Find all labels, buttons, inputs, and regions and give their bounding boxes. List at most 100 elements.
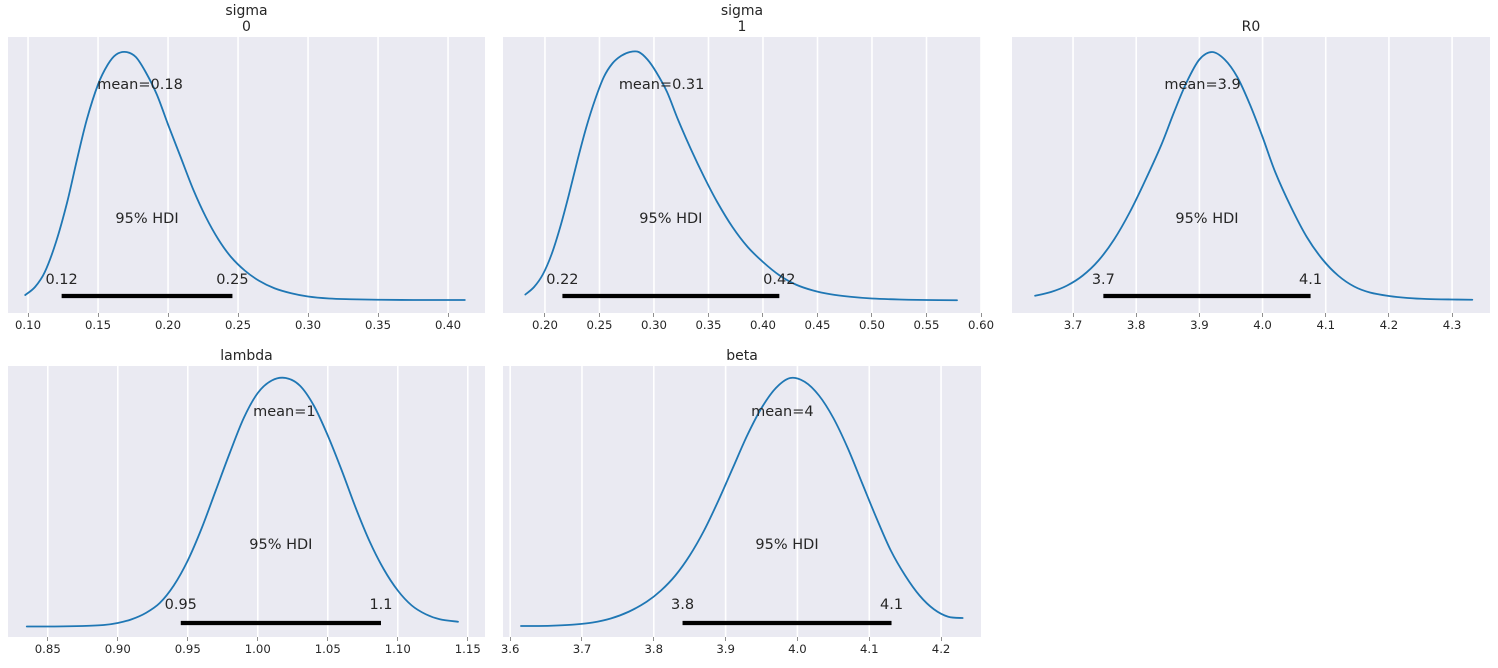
tick-mark: [1072, 313, 1074, 317]
hdi-annotation: 95% HDI: [1175, 211, 1238, 227]
subplot-lambda: lambda mean=1 95% HDI 0.95 1.1 0.85 0.90 0.95 1.…: [8, 329, 485, 661]
hdi-lower-label: 0.22: [546, 272, 578, 288]
hdi-lower-label: 3.8: [671, 597, 694, 613]
tick-label: 3.7: [572, 642, 592, 656]
mean-annotation: mean=4: [751, 404, 814, 420]
tick-mark: [377, 313, 379, 317]
hdi-lower-label: 0.95: [165, 597, 197, 613]
tick-label: 3.9: [716, 642, 735, 656]
hdi-upper-label: 4.1: [1299, 272, 1322, 288]
tick-label: 0.55: [913, 318, 940, 332]
tick-label: 4.1: [1316, 318, 1336, 332]
subplot-title-line: R0: [1241, 19, 1261, 35]
subplot-beta: beta mean=4 95% HDI 3.8 4.1 3.6 3.7 3.8 3.9 4.0 4.…: [500, 329, 981, 661]
posterior-plot-lambda: mean=1 95% HDI 0.95 1.1: [8, 366, 485, 637]
hdi-annotation: 95% HDI: [755, 537, 818, 553]
tick-label: 1.15: [454, 642, 481, 656]
tick-mark: [1388, 313, 1390, 317]
hdi-annotation: 95% HDI: [249, 537, 312, 553]
hdi-lower-label: 0.12: [45, 272, 77, 288]
tick-mark: [307, 313, 309, 317]
tick-mark: [509, 637, 511, 641]
posterior-plot-sigma-0: mean=0.18 95% HDI 0.12 0.25: [8, 37, 485, 313]
subplot-r0: R0 mean=3.9 95% HDI 3.7 4.1 3.7 3.8 3.9 4.0 4.1 4.…: [1012, 0, 1490, 337]
tick-label: 0.20: [531, 318, 558, 332]
subplot-title-line: sigma: [720, 3, 764, 19]
axes-background: [1012, 37, 1490, 313]
tick-label: 0.90: [104, 642, 131, 656]
tick-mark: [117, 637, 119, 641]
kde-curve: [25, 376, 459, 628]
tick-mark: [1198, 313, 1200, 317]
tick-mark: [725, 637, 727, 641]
hdi-upper-label: 4.1: [880, 597, 903, 613]
tick-label: 4.3: [1442, 318, 1462, 332]
tick-label: 1.05: [314, 642, 341, 656]
mean-annotation: mean=0.31: [619, 77, 705, 93]
tick-label: 0.35: [365, 318, 392, 332]
posterior-plot-sigma-1: mean=0.31 95% HDI 0.22 0.42: [503, 37, 981, 313]
tick-label: 0.60: [967, 318, 995, 332]
mean-annotation: mean=3.9: [1164, 77, 1240, 93]
axes-background: [8, 366, 485, 637]
tick-mark: [980, 313, 982, 317]
tick-label: 0.95: [174, 642, 201, 656]
x-axis-ticks: 0.10 0.15 0.20 0.25 0.30 0.35 0.40: [8, 313, 485, 337]
tick-mark: [940, 637, 942, 641]
tick-label: 0.30: [295, 318, 322, 332]
subplot-title: R0: [1012, 0, 1490, 37]
subplot-title-line: 0: [242, 19, 251, 35]
tick-label: 0.10: [15, 318, 42, 332]
tick-mark: [868, 637, 870, 641]
tick-label: 0.25: [225, 318, 252, 332]
tick-mark: [762, 313, 764, 317]
tick-mark: [1451, 313, 1453, 317]
tick-mark: [97, 313, 99, 317]
tick-label: 3.6: [500, 642, 520, 656]
tick-label: 4.2: [1379, 318, 1399, 332]
tick-mark: [187, 637, 189, 641]
axes-background: [503, 37, 981, 313]
hdi-lower-label: 3.7: [1092, 272, 1115, 288]
x-axis-ticks: 0.20 0.25 0.30 0.35 0.40 0.45 0.50 0.55 0.60: [503, 313, 994, 337]
tick-label: 0.40: [749, 318, 776, 332]
kde-curve: [520, 376, 964, 627]
tick-mark: [653, 637, 655, 641]
tick-mark: [653, 313, 655, 317]
tick-label: 3.9: [1190, 318, 1209, 332]
subplot-title-line: 1: [737, 19, 747, 35]
tick-mark: [27, 313, 29, 317]
tick-mark: [1135, 313, 1137, 317]
tick-label: 4.2: [931, 642, 951, 656]
subplot-title: lambda: [8, 329, 485, 366]
x-axis-ticks: 3.6 3.7 3.8 3.9 4.0 4.1 4.2: [500, 637, 981, 661]
tick-mark: [447, 313, 449, 317]
tick-label: 4.0: [1253, 318, 1272, 332]
tick-mark: [707, 313, 709, 317]
x-axis-ticks: 0.85 0.90 0.95 1.00 1.05 1.10 1.15: [8, 637, 485, 661]
tick-mark: [816, 313, 818, 317]
tick-mark: [47, 637, 49, 641]
subplot-title-line: lambda: [220, 348, 273, 364]
tick-mark: [467, 637, 469, 641]
tick-mark: [327, 637, 329, 641]
tick-label: 0.20: [155, 318, 182, 332]
tick-label: 0.45: [804, 318, 831, 332]
x-axis-ticks: 3.7 3.8 3.9 4.0 4.1 4.2 4.3: [1012, 313, 1490, 337]
tick-mark: [871, 313, 873, 317]
axes-background: [503, 366, 981, 637]
kde-curve: [24, 51, 466, 301]
tick-label: 4.1: [859, 642, 879, 656]
tick-mark: [925, 313, 927, 317]
hdi-upper-label: 0.25: [216, 272, 248, 288]
kde-curve: [1034, 51, 1474, 301]
axes-background: [8, 37, 485, 313]
tick-label: 0.25: [586, 318, 613, 332]
tick-mark: [796, 637, 798, 641]
tick-mark: [581, 637, 583, 641]
tick-label: 0.35: [695, 318, 722, 332]
tick-label: 0.15: [85, 318, 112, 332]
hdi-annotation: 95% HDI: [639, 211, 702, 227]
tick-label: 3.7: [1063, 318, 1083, 332]
